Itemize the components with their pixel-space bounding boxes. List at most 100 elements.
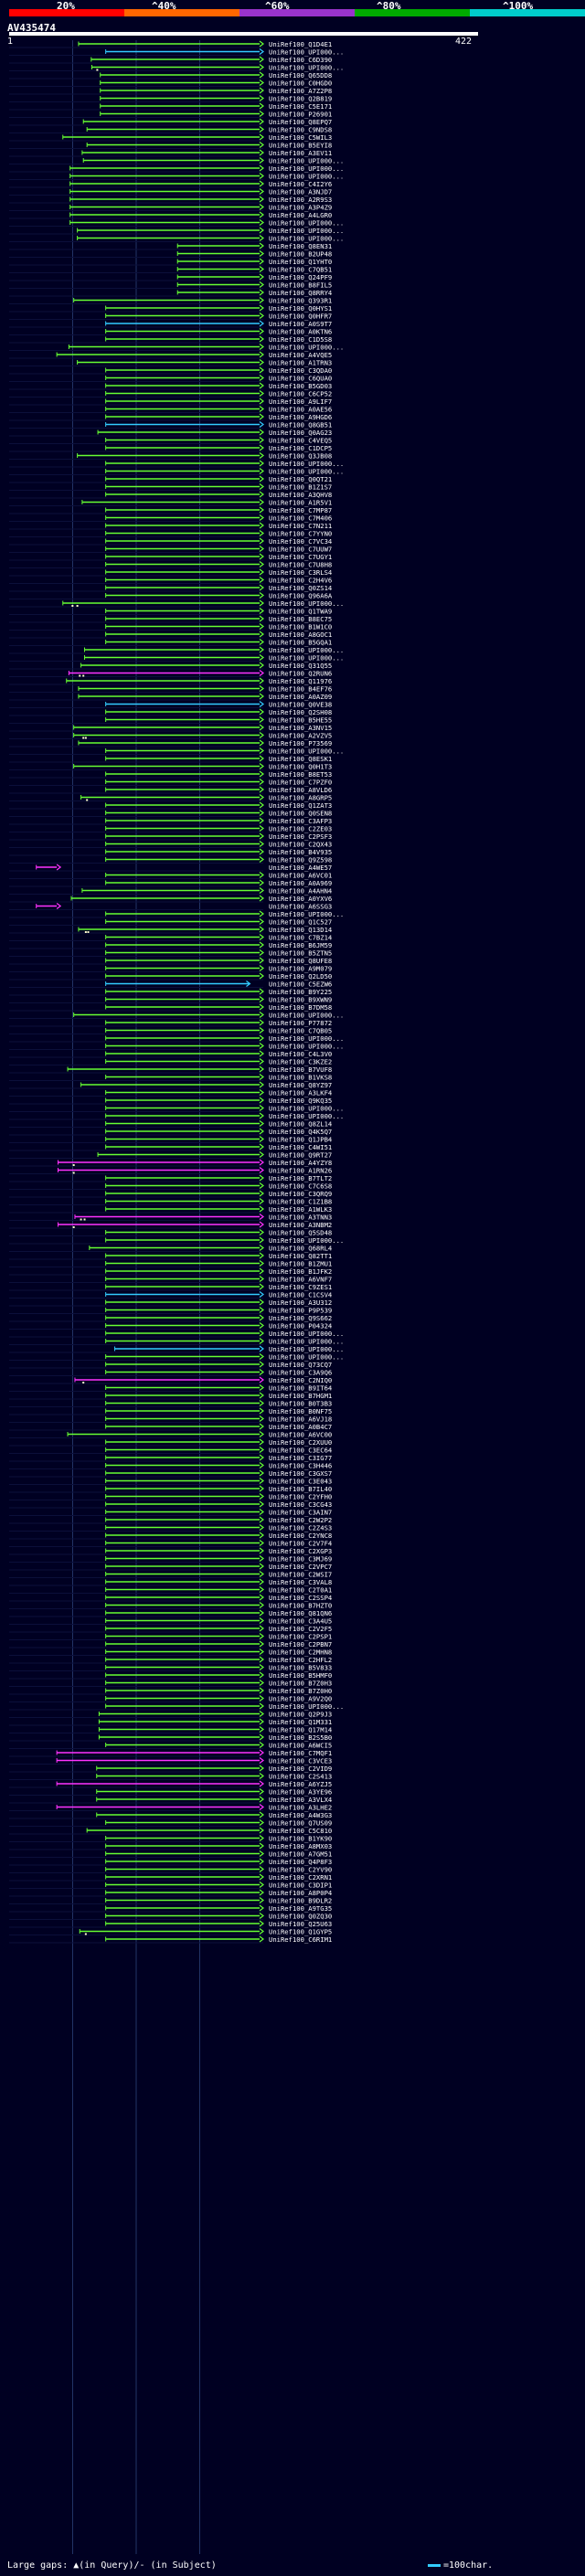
hit-label[interactable]: UniRef100_C6RIM1 xyxy=(269,1935,332,1944)
hit-label[interactable]: UniRef100_Q0HFR7 xyxy=(269,313,332,321)
hit-row[interactable]: UniRef100_A4VQE5 xyxy=(9,351,332,359)
hit-label[interactable]: UniRef100_B1ZMU1 xyxy=(269,1260,332,1268)
hit-row[interactable]: UniRef100_A3P4Z9 xyxy=(9,204,332,212)
hit-row[interactable]: UniRef100_UPI000... xyxy=(9,64,344,72)
hit-label[interactable]: UniRef100_Q0ZQ30 xyxy=(269,1913,332,1921)
hit-label[interactable]: UniRef100_A7GM51 xyxy=(269,1850,332,1859)
hit-label[interactable]: UniRef100_A8P0P4 xyxy=(269,1889,332,1897)
hit-label[interactable]: UniRef100_C2VPC7 xyxy=(269,1563,332,1571)
hit-label[interactable]: UniRef100_C3EC64 xyxy=(269,1447,332,1455)
hit-row[interactable]: UniRef100_UPI000... xyxy=(9,48,344,57)
hit-row[interactable]: UniRef100_B9Y225 xyxy=(9,988,332,996)
hit-label[interactable]: UniRef100_A3NV15 xyxy=(269,724,332,732)
hit-label[interactable]: UniRef100_C9NDS8 xyxy=(269,126,332,134)
hit-row[interactable]: UniRef100_Q1TWA9 xyxy=(9,608,332,616)
hit-label[interactable]: UniRef100_Q8ESK1 xyxy=(269,755,332,763)
hit-label[interactable]: UniRef100_C0HGD0 xyxy=(269,80,332,88)
hit-label[interactable]: UniRef100_C2YFH0 xyxy=(269,1493,332,1501)
hit-row[interactable]: UniRef100_P77872 xyxy=(9,1019,332,1027)
hit-label[interactable]: UniRef100_A1RN26 xyxy=(269,1167,332,1175)
hit-label[interactable]: UniRef100_C3A9Q6 xyxy=(269,1369,332,1377)
hit-label[interactable]: UniRef100_P26901 xyxy=(269,111,332,119)
hit-row[interactable]: UniRef100_A3EV11 xyxy=(9,149,332,157)
hit-label[interactable]: UniRef100_C2V7F4 xyxy=(269,1540,332,1548)
hit-label[interactable]: UniRef100_C5C810 xyxy=(269,1827,332,1835)
hit-row[interactable]: UniRef100_Q0ZQ30 xyxy=(9,1913,332,1921)
hit-row[interactable]: UniRef100_A9V2Q0 xyxy=(9,1695,332,1703)
hit-label[interactable]: UniRef100_C7MP87 xyxy=(269,506,332,514)
hit-label[interactable]: UniRef100_B1W1C0 xyxy=(269,623,332,631)
hit-row[interactable]: UniRef100_UPI000... xyxy=(9,910,344,918)
hit-row[interactable]: UniRef100_B7HZT0 xyxy=(9,1602,332,1610)
hit-row[interactable]: UniRef100_P04324 xyxy=(9,1322,332,1330)
hit-label[interactable]: UniRef100_A3EV11 xyxy=(269,149,332,157)
hit-label[interactable]: UniRef100_B7HZT0 xyxy=(269,1602,332,1610)
hit-label[interactable]: UniRef100_A6WCI5 xyxy=(269,1742,332,1750)
hit-label[interactable]: UniRef100_C5EZW6 xyxy=(269,981,332,989)
hit-row[interactable]: UniRef100_C5E171 xyxy=(9,102,332,111)
hit-label[interactable]: UniRef100_A8MX03 xyxy=(269,1842,332,1850)
hit-row[interactable]: UniRef100_B9DLR2 xyxy=(9,1897,332,1905)
hit-row[interactable]: UniRef100_C2ZE03 xyxy=(9,825,332,833)
hit-label[interactable]: UniRef100_Q2B819 xyxy=(269,95,332,103)
hit-label[interactable]: UniRef100_UPI000... xyxy=(269,646,344,654)
hit-row[interactable]: UniRef100_A2R9S3 xyxy=(9,196,332,204)
hit-label[interactable]: UniRef100_C2ZE03 xyxy=(269,825,332,833)
hit-label[interactable]: UniRef100_B1YK90 xyxy=(269,1835,332,1843)
hit-row[interactable]: UniRef100_B1Z1S7 xyxy=(9,483,332,492)
hit-label[interactable]: UniRef100_UPI000... xyxy=(269,157,344,165)
hit-row[interactable]: UniRef100_A3NBM2 xyxy=(9,1221,332,1229)
hit-row[interactable]: UniRef100_A3VLX4 xyxy=(9,1796,332,1804)
hit-label[interactable]: UniRef100_UPI000... xyxy=(269,344,344,352)
hit-row[interactable]: UniRef100_C2SSP4 xyxy=(9,1594,332,1602)
hit-row[interactable]: UniRef100_C6RIM1 xyxy=(9,1935,332,1944)
hit-row[interactable]: UniRef100_B7HGM1 xyxy=(9,1392,332,1400)
hit-label[interactable]: UniRef100_A4AHN4 xyxy=(269,887,332,896)
hit-label[interactable]: UniRef100_C4L3V0 xyxy=(269,1050,332,1058)
hit-label[interactable]: UniRef100_C2XUU0 xyxy=(269,1438,332,1447)
hit-label[interactable]: UniRef100_C3AFP3 xyxy=(269,817,332,825)
hit-label[interactable]: UniRef100_B5V833 xyxy=(269,1664,332,1672)
hit-row[interactable]: UniRef100_C2PBN7 xyxy=(9,1640,332,1648)
hit-row[interactable]: UniRef100_Q0HYS1 xyxy=(9,304,332,313)
hit-label[interactable]: UniRef100_B8EC75 xyxy=(269,615,332,623)
hit-row[interactable]: UniRef100_A0AZ09 xyxy=(9,693,332,701)
hit-label[interactable]: UniRef100_UPI000... xyxy=(269,64,344,72)
hit-row[interactable]: UniRef100_B7VUF8 xyxy=(9,1065,332,1074)
hit-row[interactable]: UniRef100_Q1ZAT3 xyxy=(9,801,332,810)
hit-label[interactable]: UniRef100_A2R9S3 xyxy=(269,196,332,204)
hit-row[interactable]: UniRef100_UPI000... xyxy=(9,164,344,173)
hit-row[interactable]: UniRef100_Q8ESK1 xyxy=(9,755,332,763)
hit-row[interactable]: UniRef100_UPI000... xyxy=(9,654,344,663)
hit-label[interactable]: UniRef100_B9DLR2 xyxy=(269,1897,332,1905)
hit-row[interactable]: UniRef100_Q0SEN8 xyxy=(9,810,332,818)
hit-label[interactable]: UniRef100_UPI000... xyxy=(269,227,344,235)
hit-label[interactable]: UniRef100_A4WE57 xyxy=(269,864,332,872)
hit-label[interactable]: UniRef100_C2SSP4 xyxy=(269,1594,332,1602)
hit-label[interactable]: UniRef100_A3VLX4 xyxy=(269,1796,332,1804)
hit-label[interactable]: UniRef100_UPI000... xyxy=(269,747,344,756)
hit-row[interactable]: UniRef100_A6VC01 xyxy=(9,872,332,880)
hit-row[interactable]: UniRef100_Q11976 xyxy=(9,677,332,685)
hit-row[interactable]: UniRef100_UPI000... xyxy=(9,344,344,352)
hit-row[interactable]: UniRef100_Q8EPQ7 xyxy=(9,118,332,126)
hit-row[interactable]: UniRef100_B5EYI8 xyxy=(9,142,332,150)
hit-label[interactable]: UniRef100_C7VC34 xyxy=(269,537,332,546)
hit-row[interactable]: UniRef100_Q2P9J3 xyxy=(9,1711,332,1719)
hit-row[interactable]: UniRef100_C4L3V0 xyxy=(9,1050,332,1058)
hit-label[interactable]: UniRef100_A0B4C7 xyxy=(269,1423,332,1431)
hit-row[interactable]: UniRef100_A6VJ18 xyxy=(9,1415,332,1424)
hit-label[interactable]: UniRef100_Q0H1T3 xyxy=(269,763,332,771)
hit-label[interactable]: UniRef100_C2XGP3 xyxy=(269,1547,332,1555)
hit-row[interactable]: UniRef100_C3AIN7 xyxy=(9,1509,332,1517)
hit-row[interactable]: UniRef100_Q1M331 xyxy=(9,1718,332,1726)
hit-label[interactable]: UniRef100_Q8EN31 xyxy=(269,242,332,250)
hit-row[interactable]: UniRef100_A0B4C7 xyxy=(9,1423,332,1431)
hit-label[interactable]: UniRef100_A4YZY8 xyxy=(269,1159,332,1167)
hit-label[interactable]: UniRef100_C2H4V6 xyxy=(269,577,332,585)
hit-label[interactable]: UniRef100_C2W2P2 xyxy=(269,1516,332,1524)
hit-row[interactable]: UniRef100_B4V935 xyxy=(9,848,332,856)
hit-label[interactable]: UniRef100_C1CSV4 xyxy=(269,1291,332,1299)
hit-row[interactable]: UniRef100_A8GRP5 xyxy=(9,794,332,802)
hit-label[interactable]: UniRef100_C2V2F5 xyxy=(269,1625,332,1633)
